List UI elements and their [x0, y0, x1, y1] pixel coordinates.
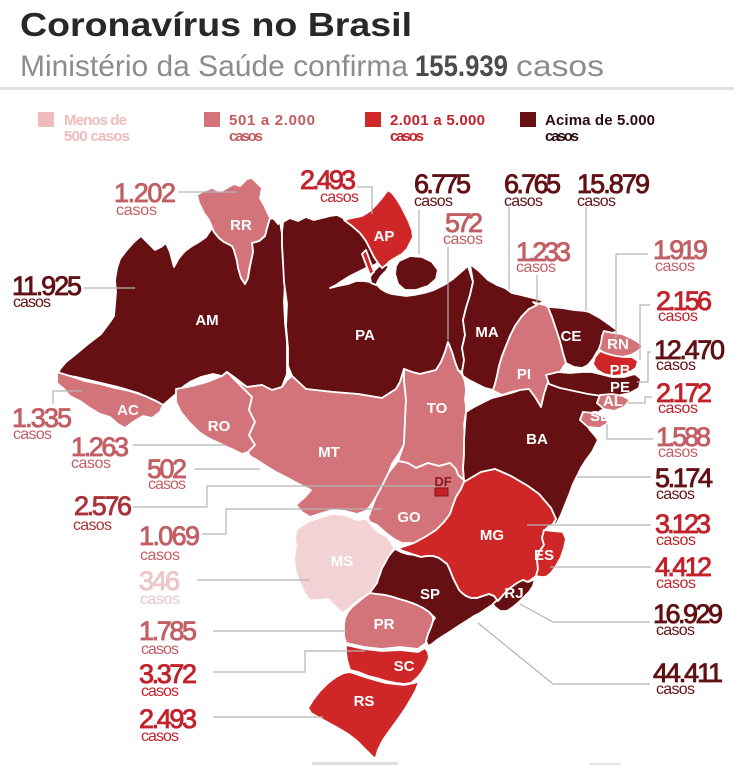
svg-text:casos: casos — [443, 231, 483, 248]
svg-text:casos: casos — [229, 128, 263, 145]
svg-text:501 a 2.000: 501 a 2.000 — [229, 112, 315, 129]
svg-text:MS: MS — [331, 553, 354, 570]
svg-text:casos: casos — [655, 258, 695, 275]
svg-text:casos: casos — [656, 486, 695, 503]
svg-text:1.785: 1.785 — [139, 616, 197, 646]
svg-text:AP: AP — [374, 228, 395, 245]
svg-text:1.588: 1.588 — [656, 422, 711, 452]
svg-text:2.172: 2.172 — [656, 378, 712, 408]
svg-text:PI: PI — [517, 366, 531, 383]
svg-text:MA: MA — [475, 324, 498, 341]
svg-text:casos: casos — [658, 444, 698, 461]
svg-text:SP: SP — [420, 586, 440, 603]
svg-text:346: 346 — [139, 566, 180, 596]
svg-text:RN: RN — [607, 336, 629, 353]
svg-text:Ministério da Saúde confirma: Ministério da Saúde confirma — [20, 50, 408, 83]
svg-text:casos: casos — [390, 128, 424, 145]
svg-text:casos: casos — [658, 308, 698, 325]
svg-text:4.412: 4.412 — [655, 552, 712, 582]
svg-text:Menos de: Menos de — [64, 112, 127, 129]
svg-text:SE: SE — [590, 408, 610, 425]
svg-text:6.775: 6.775 — [414, 169, 471, 199]
svg-text:casos: casos — [414, 193, 453, 210]
svg-text:casos: casos — [13, 294, 51, 311]
svg-text:3.372: 3.372 — [139, 659, 197, 689]
svg-text:502: 502 — [147, 454, 187, 484]
svg-text:RS: RS — [354, 693, 375, 710]
svg-text:44.411: 44.411 — [653, 658, 723, 688]
svg-text:AL: AL — [603, 393, 623, 410]
svg-text:PR: PR — [374, 616, 395, 633]
svg-text:casos: casos — [656, 575, 696, 592]
svg-text:AC: AC — [117, 402, 139, 419]
svg-text:Acima de 5.000: Acima de 5.000 — [545, 112, 655, 129]
svg-text:casos: casos — [320, 189, 359, 206]
svg-text:MG: MG — [480, 527, 504, 544]
svg-text:casos: casos — [13, 426, 52, 443]
svg-text:MT: MT — [318, 444, 340, 461]
svg-text:2.001 a 5.000: 2.001 a 5.000 — [390, 112, 485, 129]
svg-text:casos: casos — [656, 622, 695, 639]
svg-text:2.576: 2.576 — [74, 491, 132, 521]
svg-text:casos: casos — [71, 455, 111, 472]
svg-text:casos: casos — [140, 547, 180, 564]
svg-text:casos: casos — [148, 476, 186, 493]
svg-text:GO: GO — [397, 509, 421, 526]
svg-text:casos: casos — [141, 683, 179, 700]
svg-text:1.919: 1.919 — [653, 235, 708, 265]
svg-text:RJ: RJ — [504, 585, 523, 602]
svg-text:572: 572 — [445, 208, 483, 238]
svg-text:1.335: 1.335 — [12, 403, 72, 433]
svg-text:PE: PE — [610, 379, 630, 396]
svg-text:casos: casos — [656, 532, 696, 549]
svg-text:casos: casos — [656, 357, 696, 374]
svg-text:15.879: 15.879 — [577, 169, 650, 199]
svg-text:Coronavírus no Brasil: Coronavírus no Brasil — [20, 6, 412, 43]
svg-text:casos: casos — [516, 259, 556, 276]
svg-text:casos: casos — [140, 591, 180, 608]
svg-text:1.263: 1.263 — [71, 432, 129, 462]
svg-text:1.202: 1.202 — [114, 178, 176, 208]
svg-text:casos: casos — [141, 728, 179, 745]
svg-text:casos: casos — [577, 193, 616, 210]
svg-text:casos: casos — [656, 681, 695, 698]
svg-text:155.939: 155.939 — [415, 50, 508, 83]
svg-text:TO: TO — [427, 400, 448, 417]
svg-text:2.156: 2.156 — [656, 286, 712, 316]
svg-text:casos: casos — [73, 517, 112, 534]
svg-text:PB: PB — [610, 362, 631, 379]
svg-text:SC: SC — [394, 658, 415, 675]
svg-text:casos: casos — [116, 202, 157, 219]
svg-text:casos: casos — [658, 400, 698, 417]
svg-text:16.929: 16.929 — [653, 599, 723, 629]
svg-text:casos: casos — [141, 641, 179, 658]
svg-text:1.069: 1.069 — [139, 521, 200, 551]
svg-text:1.233: 1.233 — [516, 237, 571, 267]
svg-text:BA: BA — [526, 431, 548, 448]
svg-text:CE: CE — [561, 328, 582, 345]
svg-text:3.123: 3.123 — [655, 509, 711, 539]
svg-text:2.493: 2.493 — [139, 704, 197, 734]
svg-text:RR: RR — [230, 217, 252, 234]
svg-text:PA: PA — [355, 327, 375, 344]
svg-text:5.174: 5.174 — [655, 463, 713, 493]
svg-text:DF: DF — [434, 474, 451, 489]
svg-text:AM: AM — [195, 312, 218, 329]
svg-text:casos: casos — [545, 128, 579, 145]
svg-text:12.470: 12.470 — [654, 335, 725, 365]
svg-text:11.925: 11.925 — [12, 271, 82, 301]
svg-text:RO: RO — [208, 418, 231, 435]
svg-text:500 casos: 500 casos — [64, 128, 130, 145]
svg-text:casos: casos — [516, 50, 604, 83]
svg-text:6.765: 6.765 — [504, 169, 561, 199]
svg-text:2.493: 2.493 — [300, 165, 356, 195]
svg-text:ES: ES — [534, 547, 554, 564]
svg-text:casos: casos — [504, 193, 543, 210]
